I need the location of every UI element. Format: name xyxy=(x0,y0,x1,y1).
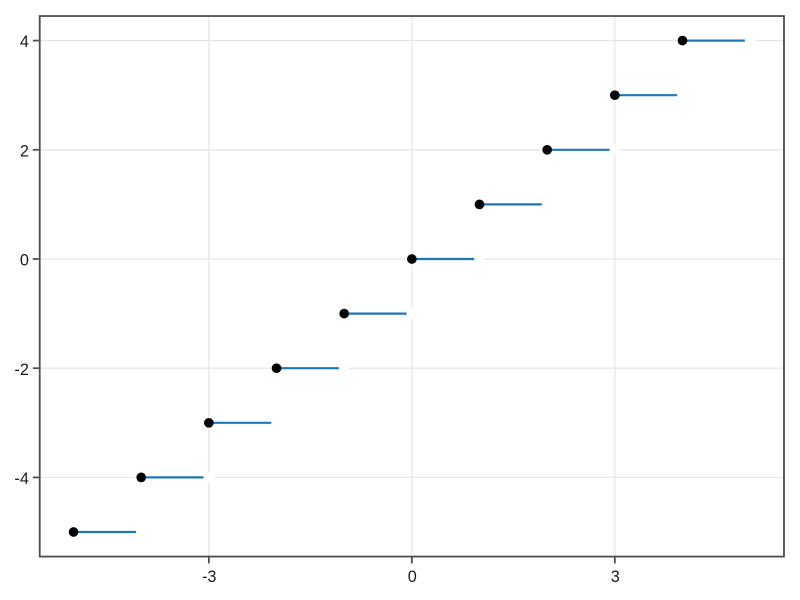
svg-text:4: 4 xyxy=(20,33,29,51)
svg-text:-4: -4 xyxy=(14,470,28,488)
svg-text:2: 2 xyxy=(20,142,29,160)
svg-text:-3: -3 xyxy=(202,568,216,586)
svg-text:3: 3 xyxy=(611,568,620,586)
svg-text:-2: -2 xyxy=(14,361,28,379)
svg-text:0: 0 xyxy=(408,568,417,586)
svg-text:0: 0 xyxy=(20,252,29,270)
